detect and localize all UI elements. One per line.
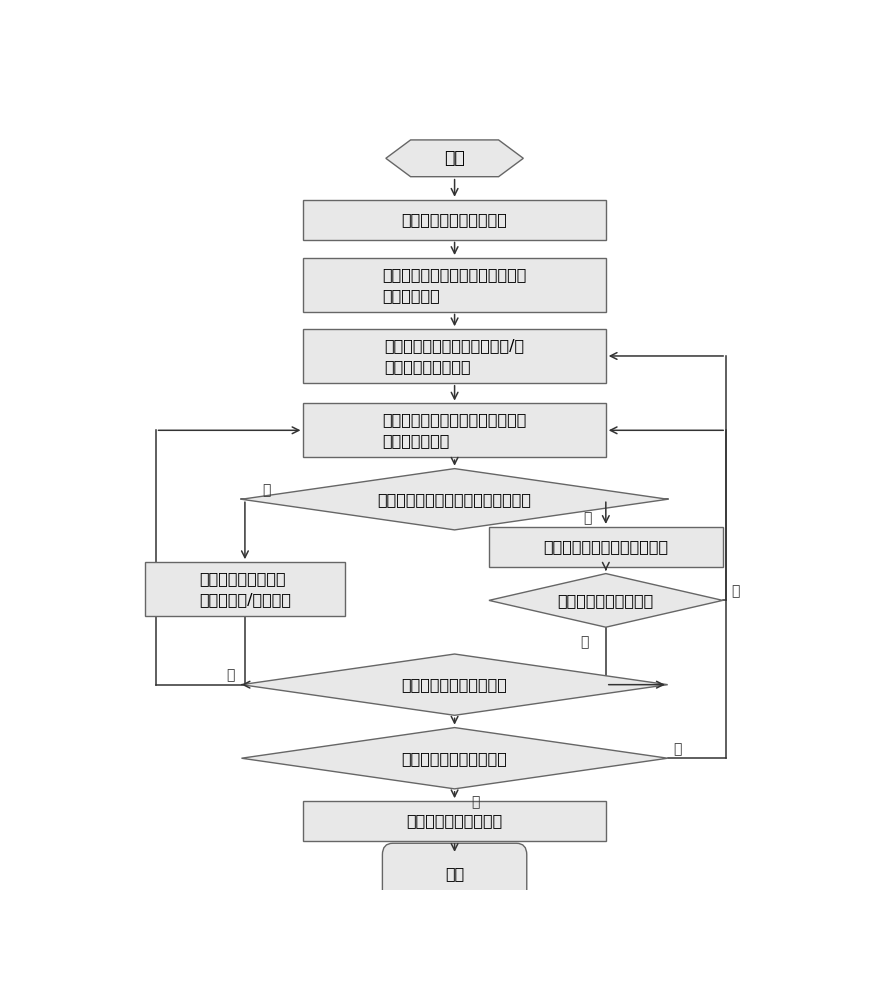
FancyBboxPatch shape (303, 329, 605, 383)
Polygon shape (241, 469, 667, 530)
FancyBboxPatch shape (303, 258, 605, 312)
FancyBboxPatch shape (382, 843, 526, 903)
Text: 是否发现新的阻塞机器人: 是否发现新的阻塞机器人 (401, 751, 507, 766)
Text: 结束: 结束 (445, 866, 463, 881)
Polygon shape (488, 574, 722, 627)
FancyBboxPatch shape (303, 801, 605, 841)
Text: 开始: 开始 (444, 149, 464, 167)
Text: 将地图用点和短路径表示: 将地图用点和短路径表示 (401, 212, 507, 227)
Text: 是: 是 (731, 584, 739, 598)
Text: 清除时间窗，并根据无需规划/阻
塞机器人更新时间窗: 清除时间窗，并根据无需规划/阻 塞机器人更新时间窗 (385, 338, 524, 374)
Text: 放宽搜索条件，搜索其他路径: 放宽搜索条件，搜索其他路径 (542, 539, 668, 554)
Polygon shape (385, 140, 523, 177)
Polygon shape (241, 728, 667, 789)
Text: 是否还有待规划的机器人: 是否还有待规划的机器人 (401, 677, 507, 692)
FancyBboxPatch shape (145, 562, 344, 616)
Text: 否: 否 (471, 796, 479, 810)
FancyBboxPatch shape (488, 527, 722, 567)
Text: 否: 否 (579, 636, 588, 650)
Text: 选择耗时最短可选路
径，更新点/边时间窗: 选择耗时最短可选路 径，更新点/边时间窗 (198, 571, 291, 607)
Polygon shape (241, 654, 667, 715)
Text: 是: 是 (262, 483, 270, 497)
Text: 判断路径能否在此空闲时间窗内完成: 判断路径能否在此空闲时间窗内完成 (377, 492, 531, 507)
FancyBboxPatch shape (303, 200, 605, 240)
Text: 初始化，获取各机器人状态并搜索
若干可选路径: 初始化，获取各机器人状态并搜索 若干可选路径 (382, 267, 526, 303)
Text: 是: 是 (226, 668, 234, 682)
FancyBboxPatch shape (303, 403, 605, 457)
Text: 否: 否 (583, 511, 592, 525)
Text: 是: 是 (672, 742, 680, 756)
Text: 选择待规划机器人，计算其可选路
径的空闲时间窗: 选择待规划机器人，计算其可选路 径的空闲时间窗 (382, 412, 526, 448)
Text: 还有其他路径可以选择: 还有其他路径可以选择 (557, 593, 653, 608)
Text: 检测日前是否存在死锁: 检测日前是否存在死锁 (406, 814, 502, 829)
